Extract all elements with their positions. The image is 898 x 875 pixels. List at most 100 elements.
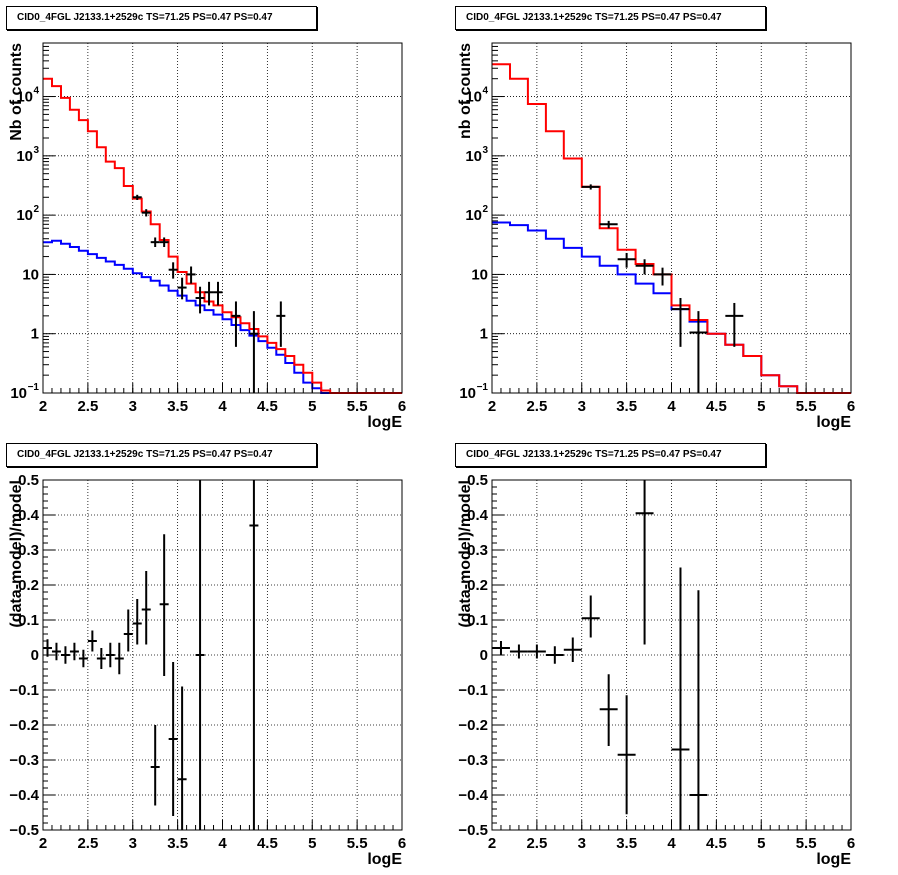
x-tick-label: 4.5: [257, 398, 278, 415]
data-point: [123, 609, 133, 652]
x-tick-label: 2.5: [77, 398, 98, 415]
x-tick-label: 5.5: [347, 835, 368, 852]
data-point: [689, 590, 708, 830]
x-tick-label: 2: [39, 835, 47, 852]
y-tick-label: 10: [22, 266, 39, 283]
y-tick-label: −0.2: [458, 717, 488, 734]
y-tick-label: 0.3: [18, 542, 39, 559]
panel-3-title: CID0_4FGL J2133.1+2529c TS=71.25 PS=0.47…: [6, 443, 317, 467]
data-point: [96, 648, 106, 669]
data-point: [51, 642, 61, 661]
x-tick-label: 4.5: [706, 398, 727, 415]
data-point: [725, 302, 744, 347]
y-tick-exponent: 2: [482, 204, 488, 215]
data-point: [195, 480, 205, 830]
x-tick-label: 4: [218, 835, 227, 852]
x-tick-label: 3: [578, 398, 586, 415]
x-tick-label: 3: [129, 398, 137, 415]
y-tick-label: 0.2: [467, 577, 488, 594]
y-tick-label: 0.2: [18, 577, 39, 594]
data-point: [249, 311, 259, 393]
data-point: [150, 237, 160, 248]
data-point: [527, 644, 546, 659]
data-point: [132, 194, 142, 200]
y-tick-label: 10: [16, 89, 33, 106]
x-tick-label: 2.5: [526, 398, 547, 415]
x-tick-label: 2: [488, 398, 496, 415]
y-tick-label: 10: [16, 207, 33, 224]
y-tick-label: 1: [480, 326, 488, 343]
data-point: [69, 642, 79, 661]
data-point: [617, 695, 636, 815]
data-point: [87, 630, 97, 652]
x-tick-label: 3.5: [167, 398, 188, 415]
data-point: [617, 252, 636, 268]
y-tick-label: 0.4: [467, 507, 489, 524]
x-tick-label: 6: [847, 398, 855, 415]
y-tick-label: −0.1: [458, 682, 488, 699]
x-tick-label: 3: [129, 835, 137, 852]
histogram-series-2: [43, 77, 402, 394]
x-tick-label: 4.5: [706, 835, 727, 852]
x-tick-label: 5.5: [796, 835, 817, 852]
x-tick-label: 6: [398, 398, 406, 415]
data-point: [689, 311, 708, 393]
x-axis-title: logE: [367, 414, 402, 431]
y-tick-label: 10: [471, 266, 488, 283]
data-point: [168, 662, 178, 816]
x-tick-label: 5: [308, 835, 316, 852]
y-tick-label: −0.5: [9, 822, 39, 839]
data-point: [249, 480, 259, 830]
data-point: [141, 209, 151, 217]
y-tick-label: 0.4: [18, 507, 40, 524]
panel-2-title: CID0_4FGL J2133.1+2529c TS=71.25 PS=0.47…: [455, 6, 766, 30]
data-point: [150, 725, 160, 806]
data-point: [168, 262, 178, 279]
y-tick-label: −0.1: [9, 682, 39, 699]
y-tick-label: −0.3: [9, 752, 39, 769]
x-tick-label: 2.5: [77, 835, 98, 852]
data-point: [635, 480, 654, 645]
data-point: [141, 571, 151, 645]
data-point: [177, 277, 187, 300]
data-point: [581, 595, 600, 638]
y-tick-label: 0.3: [467, 542, 488, 559]
panel-4-title: CID0_4FGL J2133.1+2529c TS=71.25 PS=0.47…: [455, 443, 766, 467]
x-axis-title: logE: [816, 414, 851, 431]
y-tick-label: −0.4: [9, 787, 39, 804]
data-point: [276, 301, 286, 347]
data-point: [545, 646, 564, 664]
x-tick-label: 6: [398, 835, 406, 852]
data-point: [509, 644, 528, 659]
panel-3: 2 2.5 3 3.5 4 4.5 5 5.5 6 −0.5 −0.4 −0.3 −0.2 −0.1 0 0.…: [8, 472, 406, 868]
data-point: [60, 646, 70, 664]
x-tick-label: 3.5: [616, 835, 637, 852]
y-axis-title: Nb of counts: [8, 43, 25, 141]
data-point: [78, 649, 88, 668]
data-point: [563, 637, 582, 662]
data-point: [159, 237, 169, 248]
y-tick-label: 10: [16, 148, 33, 165]
x-tick-label: 4: [667, 398, 676, 415]
x-tick-label: 2.5: [526, 835, 547, 852]
y-tick-exponent: −1: [477, 382, 489, 393]
y-axis-title: (data-model)/model: [457, 480, 474, 628]
panel-4: 2 2.5 3 3.5 4 4.5 5 5.5 6 −0.5 −0.4 −0.3 −0.2 −0.1 0 0.…: [457, 472, 855, 868]
x-tick-label: 5: [757, 398, 765, 415]
x-tick-label: 3: [578, 835, 586, 852]
x-axis-title: logE: [367, 851, 402, 868]
y-tick-label: −0.4: [458, 787, 488, 804]
data-point: [671, 298, 690, 347]
y-tick-exponent: −1: [28, 382, 40, 393]
data-point: [653, 267, 672, 286]
x-tick-label: 5: [757, 835, 765, 852]
x-tick-label: 4: [218, 398, 227, 415]
y-tick-exponent: 3: [482, 145, 488, 156]
y-tick-label: 10: [465, 148, 482, 165]
data-point: [204, 281, 214, 306]
x-tick-label: 4.5: [257, 835, 278, 852]
y-tick-label: −0.3: [458, 752, 488, 769]
